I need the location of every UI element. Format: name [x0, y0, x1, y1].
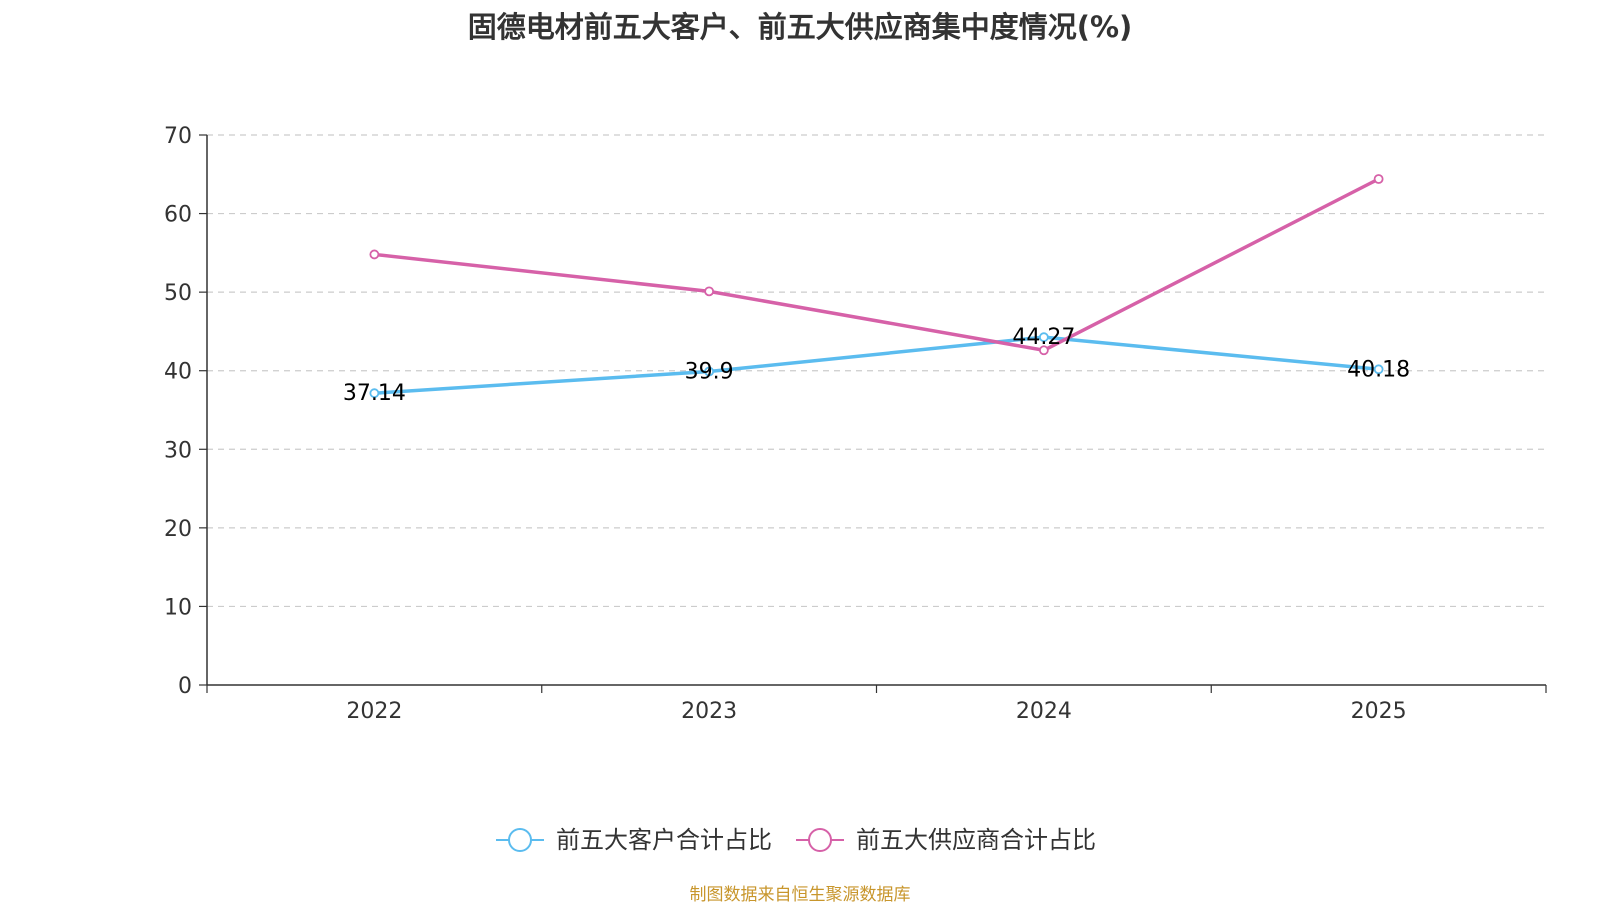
data-point[interactable] — [369, 388, 380, 399]
y-tick-label: 10 — [164, 595, 192, 620]
data-source-note: 制图数据来自恒生聚源数据库 — [689, 885, 911, 905]
legend[interactable]: 前五大客户合计占比 前五大供应商合计占比 — [496, 826, 1096, 854]
data-label: 40.18 — [1347, 357, 1410, 382]
data-point[interactable] — [1038, 332, 1049, 343]
x-tick-label-2024: 2024 — [1016, 699, 1072, 724]
y-tick-label: 30 — [164, 438, 192, 463]
series-line-1 — [374, 335, 1379, 395]
y-tick-label: 70 — [164, 124, 192, 149]
y-tick-label: 40 — [164, 360, 192, 385]
data-point[interactable] — [1373, 174, 1384, 184]
grid-layer — [207, 134, 1546, 608]
series-layer — [369, 174, 1384, 399]
label-layer: 37.14 39.9 44.27 40.18 — [343, 325, 1410, 406]
series-line-2 — [374, 177, 1380, 353]
axis-layer: 0 10 20 30 40 50 60 70 2022 2023 2024 2025 — [164, 124, 1547, 724]
legend-circle-marker — [808, 828, 832, 852]
legend-label: 前五大客户合计占比 — [556, 826, 772, 854]
y-tick-label: 0 — [178, 674, 192, 699]
data-point[interactable] — [1373, 364, 1384, 375]
legend-item-2[interactable]: 前五大供应商合计占比 — [796, 826, 1096, 854]
x-tick-label-2023: 2023 — [681, 699, 737, 724]
x-tick-label-2025: 2025 — [1351, 699, 1407, 724]
y-tick-label: 60 — [164, 203, 192, 228]
legend-label: 前五大供应商合计占比 — [856, 826, 1096, 854]
data-point[interactable] — [704, 366, 715, 377]
legend-item-1[interactable]: 前五大客户合计占比 — [496, 826, 772, 854]
x-tick-label-2022: 2022 — [346, 699, 402, 724]
data-point[interactable] — [704, 286, 715, 297]
data-point[interactable] — [369, 249, 380, 260]
y-tick-label: 20 — [164, 517, 192, 542]
legend-circle-marker — [508, 828, 532, 852]
data-point[interactable] — [1038, 345, 1049, 356]
data-label: 44.27 — [1012, 325, 1075, 350]
data-label: 39.9 — [685, 360, 734, 385]
chart-title: 固德电材前五大客户、前五大供应商集中度情况(%) — [467, 10, 1133, 44]
data-label: 37.14 — [343, 381, 406, 406]
y-tick-label: 50 — [164, 281, 192, 306]
